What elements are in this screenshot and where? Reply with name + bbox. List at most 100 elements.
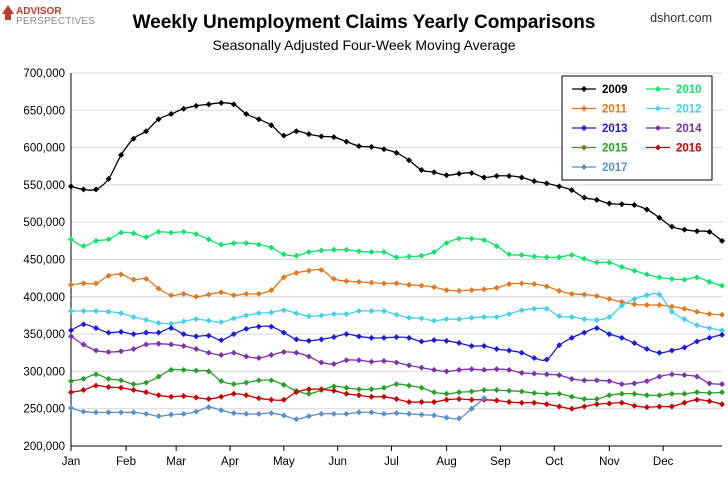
data-point: [431, 317, 438, 324]
data-point: [318, 336, 325, 343]
data-point: [143, 316, 150, 323]
data-point: [418, 411, 425, 418]
data-point: [531, 281, 538, 288]
data-point: [380, 384, 387, 391]
data-point: [268, 410, 275, 417]
data-point: [118, 152, 125, 159]
data-point: [155, 319, 162, 326]
data-point: [406, 398, 413, 405]
data-point: [568, 290, 575, 297]
data-point: [456, 287, 463, 294]
data-point: [330, 134, 337, 141]
data-point: [531, 399, 538, 406]
data-point: [368, 307, 375, 314]
data-point: [518, 280, 525, 287]
data-point: [118, 310, 125, 317]
data-point: [506, 398, 513, 405]
data-point: [280, 132, 287, 139]
legend-item-2011: 2011: [572, 104, 628, 116]
data-point: [493, 284, 500, 291]
data-point: [443, 396, 450, 403]
data-point: [581, 396, 588, 403]
data-point: [280, 396, 287, 403]
data-point: [230, 410, 237, 417]
data-point: [355, 143, 362, 150]
data-point: [468, 388, 475, 395]
data-point: [481, 387, 488, 394]
data-point: [293, 252, 300, 259]
data-point: [355, 357, 362, 364]
data-point: [618, 381, 625, 388]
data-point: [143, 275, 150, 282]
series-2016: [68, 382, 725, 412]
legend-label: 2014: [676, 123, 702, 135]
data-point: [80, 341, 87, 348]
data-point: [543, 371, 550, 378]
data-point: [105, 329, 112, 336]
legend-label: 2010: [676, 84, 702, 96]
data-point: [130, 331, 137, 338]
data-point: [293, 336, 300, 343]
data-point: [218, 407, 225, 414]
data-point: [706, 398, 713, 405]
data-point: [130, 409, 137, 416]
data-point: [93, 280, 100, 287]
data-point: [668, 347, 675, 354]
data-point: [531, 305, 538, 312]
data-point: [431, 284, 438, 291]
data-point: [105, 409, 112, 416]
advisor-perspectives-logo: ADVISOR PERSPECTIVES: [2, 5, 95, 27]
data-point: [180, 410, 187, 417]
data-point: [468, 396, 475, 403]
data-point: [343, 138, 350, 145]
data-point: [343, 246, 350, 253]
data-point: [606, 313, 613, 320]
data-point: [155, 285, 162, 292]
data-point: [118, 271, 125, 278]
series-2017: [68, 395, 488, 423]
data-point: [193, 293, 200, 300]
series-2010: [68, 228, 725, 289]
data-point: [105, 349, 112, 356]
data-point: [305, 313, 312, 320]
data-point: [668, 403, 675, 410]
data-point: [243, 111, 250, 118]
legend-swatch-marker: [581, 105, 587, 112]
data-point: [719, 327, 725, 334]
legend-item-2010: 2010: [646, 84, 702, 96]
legend-label: 2011: [602, 104, 628, 116]
data-point: [643, 292, 650, 299]
data-point: [330, 410, 337, 417]
legend-item-2013: 2013: [572, 123, 628, 135]
data-point: [68, 183, 74, 190]
legend-item-2009: 2009: [572, 84, 628, 96]
data-point: [618, 399, 625, 406]
data-point: [656, 274, 663, 281]
data-point: [355, 386, 362, 393]
data-point: [593, 293, 600, 300]
legend-label: 2012: [676, 104, 702, 116]
legend-item-2012: 2012: [646, 104, 702, 116]
legend-label: 2009: [602, 84, 628, 96]
data-point: [556, 254, 563, 261]
data-point: [656, 392, 663, 399]
y-tick-label: 700,000: [23, 68, 65, 80]
data-point: [581, 316, 588, 323]
data-point: [631, 301, 638, 308]
data-point: [631, 402, 638, 409]
data-point: [155, 329, 162, 336]
data-point: [268, 122, 275, 129]
data-point: [431, 366, 438, 373]
x-tick-label: May: [273, 456, 295, 468]
data-point: [719, 389, 725, 396]
data-point: [681, 372, 688, 379]
data-point: [218, 378, 225, 385]
data-point: [456, 235, 463, 242]
data-point: [556, 342, 563, 349]
y-tick-label: 450,000: [23, 255, 65, 267]
data-point: [681, 390, 688, 397]
data-point: [193, 333, 200, 340]
data-point: [130, 135, 137, 142]
data-point: [568, 313, 575, 320]
data-point: [443, 240, 450, 247]
